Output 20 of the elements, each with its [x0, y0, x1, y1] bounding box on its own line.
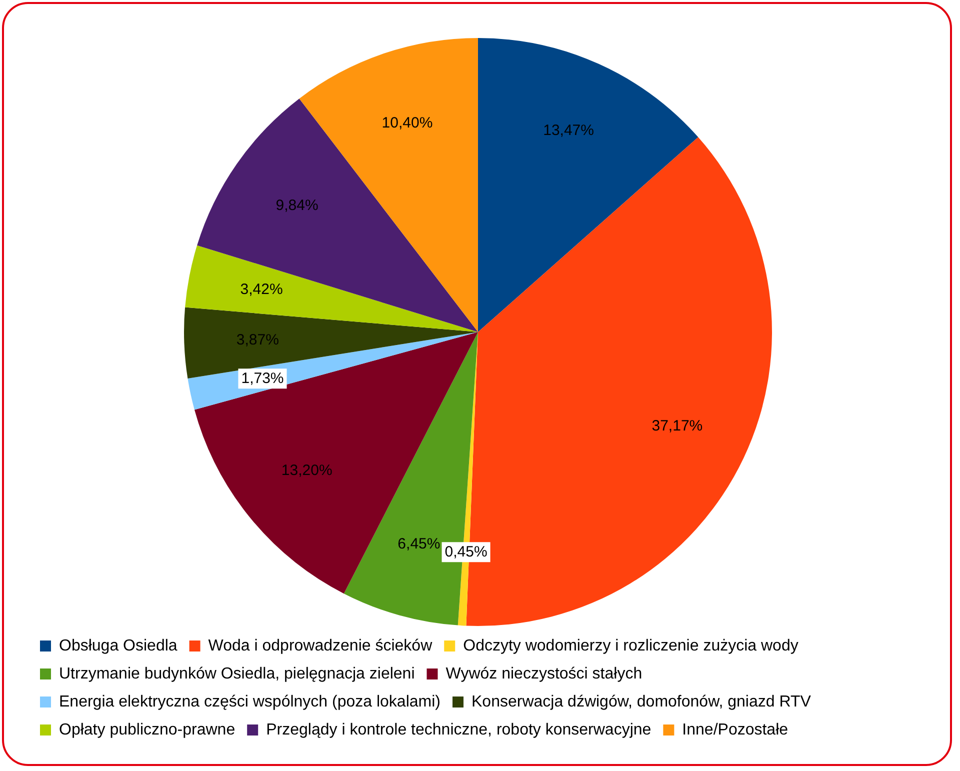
data-label: 3,87% [236, 331, 279, 348]
data-label: 13,47% [543, 122, 594, 140]
legend-label: Wywóz nieczystości stałych [446, 665, 642, 682]
legend-label: Obsługa Osiedla [59, 637, 178, 654]
data-label: 9,84% [276, 197, 318, 214]
legend-label: Energia elektryczna części wspólnych (poza lokalami) [59, 693, 440, 710]
data-label: 13,20% [281, 462, 332, 480]
data-label: 0,45% [444, 543, 488, 560]
legend-label: Konserwacja dźwigów, domofonów, gniazd RTV [471, 693, 812, 710]
data-label: 10,40% [382, 114, 433, 132]
legend-label: Opłaty publiczno-prawne [59, 721, 236, 738]
legend-label: Przeglądy i kontrole techniczne, roboty konserwacyjne [266, 721, 652, 738]
legend-label: Woda i odprowadzenie ścieków [208, 637, 433, 654]
data-label: 1,73% [241, 370, 284, 387]
data-label: 37,17% [652, 418, 703, 435]
legend-label: Utrzymanie budynków Osiedla, pielęgnacja zieleni [59, 665, 415, 682]
legend-label: Odczyty wodomierzy i rozliczenie zużycia wody [463, 637, 798, 654]
data-label: 6,45% [398, 536, 440, 553]
legend-label: Inne/Pozostałe [682, 721, 788, 738]
data-label: 3,42% [240, 281, 283, 298]
